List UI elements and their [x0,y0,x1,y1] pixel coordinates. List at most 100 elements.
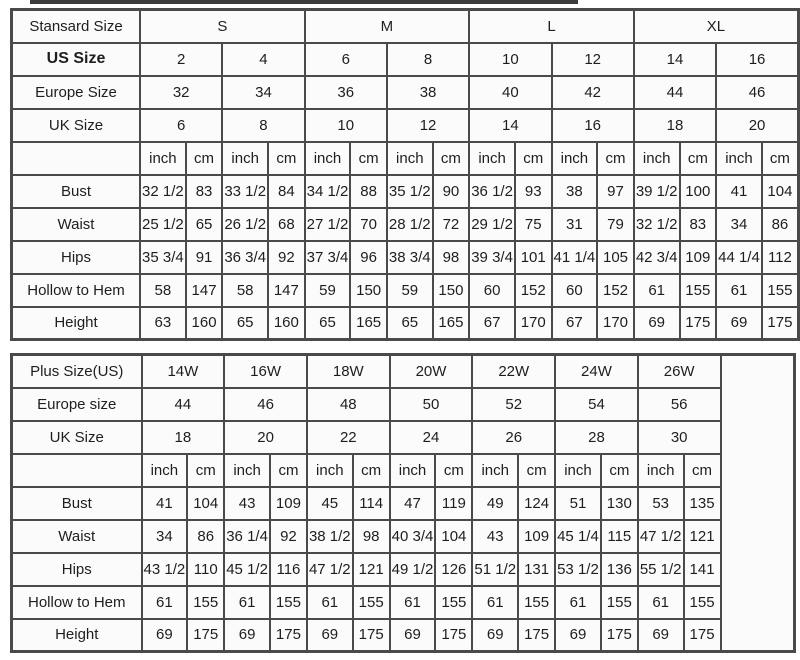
plus-hollow-to-hem-value: 155 [434,584,474,620]
plus-waist-value: 86 [186,518,226,554]
plus-hips-value: 131 [517,551,557,587]
standard-height-value: 175 [678,305,718,341]
standard-waist-value: 26 1/2 [221,206,270,242]
standard-us-size-value: 14 [632,41,718,77]
standard-us-size-value: 6 [303,41,388,77]
plus-unit-inch: inch [140,452,189,488]
plus-waist-value: 38 1/2 [305,518,354,554]
plus-hollow-to-hem-value: 61 [388,584,437,620]
plus-group-24w: 24W [554,353,639,389]
plus-hips-value: 55 1/2 [636,551,685,587]
plus-height-value: 175 [517,617,557,653]
standard-europe-size-value: 32 [139,74,224,110]
plus-height-value: 69 [388,617,437,653]
plus-uk-size-value: 24 [388,419,474,455]
plus-hollow-to-hem-value: 155 [517,584,557,620]
standard-bust-value: 100 [678,173,718,209]
standard-unit-cm: cm [267,140,306,176]
standard-waist-value: 28 1/2 [385,206,434,242]
plus-waist-value: 40 3/4 [388,518,437,554]
standard-row-label-europe-size: Europe Size [10,74,142,110]
plus-hollow-to-hem-value: 155 [268,584,308,620]
standard-hips-value: 98 [431,239,471,275]
standard-row-label-bust: Bust [10,173,142,209]
plus-height-value: 69 [223,617,271,653]
plus-bust-value: 53 [636,485,685,521]
plus-hollow-to-hem-value: 61 [223,584,271,620]
plus-hollow-to-hem-value: 155 [351,584,391,620]
plus-height-value: 175 [682,617,722,653]
standard-group-xl: XL [632,8,800,44]
plus-group-14w: 14W [140,353,226,389]
standard-unit-inch: inch [139,140,187,176]
plus-group-26w: 26W [636,353,722,389]
standard-waist-value: 68 [267,206,306,242]
plus-bust-value: 130 [599,485,639,521]
standard-waist-value: 83 [678,206,718,242]
standard-waist-value: 25 1/2 [139,206,187,242]
plus-uk-size-value: 28 [554,419,639,455]
standard-unit-inch: inch [550,140,599,176]
standard-europe-size-value: 38 [385,74,471,110]
standard-unit-cm: cm [184,140,224,176]
standard-group-m: M [303,8,471,44]
plus-hips-value: 116 [268,551,308,587]
plus-europe-size-value: 56 [636,386,722,422]
plus-unit-cm: cm [599,452,639,488]
standard-bust-value: 33 1/2 [221,173,270,209]
standard-height-value: 67 [468,305,516,341]
standard-waist-value: 65 [184,206,224,242]
plus-waist-value: 34 [140,518,189,554]
standard-row-label-uk-size: UK Size [10,107,142,143]
standard-bust-value: 32 1/2 [139,173,187,209]
standard-bust-value: 35 1/2 [385,173,434,209]
standard-hips-value: 112 [760,239,800,275]
standard-height-value: 65 [221,305,270,341]
plus-unit-cm: cm [186,452,226,488]
plus-group-16w: 16W [223,353,308,389]
plus-hips-value: 43 1/2 [140,551,189,587]
plus-height-value: 175 [186,617,226,653]
standard-uk-size-value: 8 [221,107,306,143]
plus-hollow-to-hem-value: 155 [682,584,722,620]
plus-unit-inch: inch [554,452,602,488]
standard-height-value: 170 [513,305,553,341]
plus-size-table: Plus Size(US) 14W 16W 18W 20W 22W 24W 26W Europe… [10,353,797,653]
standard-height-value: 165 [349,305,388,341]
standard-height-value: 67 [550,305,599,341]
standard-bust-value: 104 [760,173,800,209]
plus-hips-value: 126 [434,551,474,587]
plus-row-label-waist: Waist [10,518,143,554]
plus-height-value: 69 [636,617,685,653]
standard-bust-value: 83 [184,173,224,209]
plus-waist-value: 104 [434,518,474,554]
plus-waist-value: 109 [517,518,557,554]
standard-us-size-value: 10 [468,41,553,77]
standard-hips-value: 38 3/4 [385,239,434,275]
standard-height-value: 160 [267,305,306,341]
plus-bust-value: 124 [517,485,557,521]
standard-us-size-value: 16 [715,41,800,77]
plus-row-label-europe-size: Europe size [10,386,143,422]
plus-row-label-hollow-to-hem: Hollow to Hem [10,584,143,620]
plus-bust-value: 43 [223,485,271,521]
plus-hollow-to-hem-value: 61 [554,584,602,620]
standard-waist-value: 79 [596,206,635,242]
standard-bust-value: 93 [513,173,553,209]
plus-row-label-bust: Bust [10,485,143,521]
plus-bust-value: 114 [351,485,391,521]
standard-height-value: 69 [632,305,681,341]
plus-height-value: 69 [554,617,602,653]
plus-waist-value: 98 [351,518,391,554]
standard-bust-value: 41 [715,173,763,209]
plus-hips-value: 121 [351,551,391,587]
standard-waist-value: 29 1/2 [468,206,516,242]
standard-hips-value: 91 [184,239,224,275]
standard-size-table: Stansard Size S M L XL US Size 2 4 6 8 10 12 14 16 Eur… [10,8,800,341]
plus-group-22w: 22W [471,353,557,389]
standard-hollow-to-hem-value: 61 [715,272,763,308]
standard-group-s: S [139,8,306,44]
plus-unit-inch: inch [223,452,271,488]
plus-waist-value: 115 [599,518,639,554]
plus-unit-row-blank [10,452,143,488]
